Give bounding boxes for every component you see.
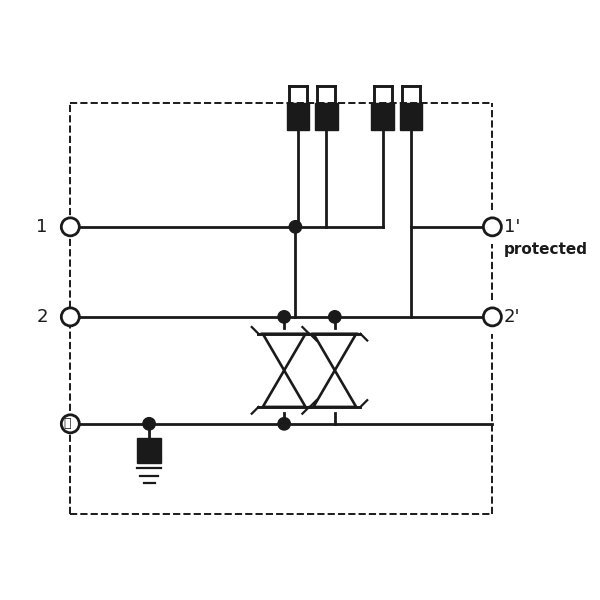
Bar xyxy=(315,103,338,130)
Bar xyxy=(287,103,310,130)
Circle shape xyxy=(278,418,290,430)
Bar xyxy=(137,438,161,463)
Circle shape xyxy=(143,418,155,430)
Circle shape xyxy=(329,311,341,323)
Bar xyxy=(371,103,394,130)
Text: ⏚: ⏚ xyxy=(64,418,71,430)
Text: 1: 1 xyxy=(37,218,48,236)
Circle shape xyxy=(61,415,79,433)
Text: 1': 1' xyxy=(503,218,520,236)
Circle shape xyxy=(484,308,502,326)
Circle shape xyxy=(289,221,302,233)
Circle shape xyxy=(61,308,79,326)
Text: 2: 2 xyxy=(36,308,48,326)
Bar xyxy=(400,103,422,130)
Circle shape xyxy=(61,218,79,236)
Text: 2': 2' xyxy=(503,308,520,326)
Circle shape xyxy=(484,218,502,236)
Text: protected: protected xyxy=(503,242,587,257)
Circle shape xyxy=(278,311,290,323)
